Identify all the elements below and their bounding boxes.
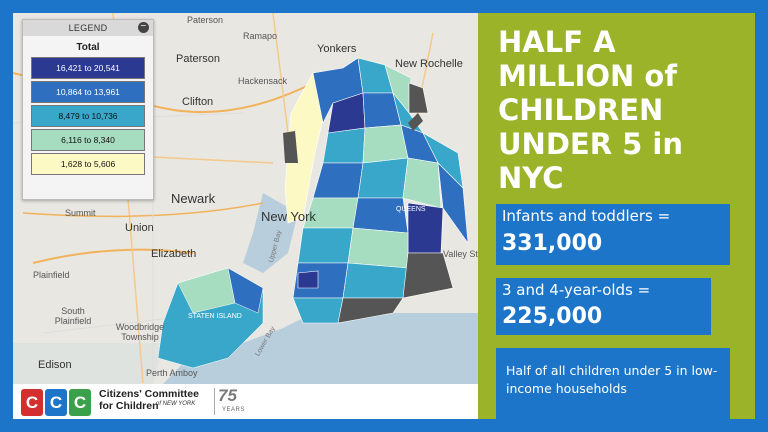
map-label-new-rochelle: New Rochelle [395,58,463,70]
map-legend: LEGEND − Total 16,421 to 20,541 10,864 to… [22,19,154,200]
infants-stat-box: Infants and toddlers = 331,000 [496,204,730,265]
map-label-queens: QUEENS [396,206,426,213]
legend-item: 8,479 to 10,736 [31,105,145,127]
map-label-elizabeth: Elizabeth [151,248,197,260]
map-label-woodbridge: Woodbridge Township [115,322,165,342]
anniversary-label: YEARS [222,407,245,413]
map-label-clifton: Clifton [182,96,214,108]
map-label-valley-stream: Valley Stre [443,249,478,259]
map-label-hackensack: Hackensack [238,76,288,86]
map-label-perth-amboy: Perth Amboy [146,368,198,378]
preschool-stat-box: 3 and 4-year-olds = 225,000 [496,278,711,335]
legend-collapse-icon[interactable]: − [138,22,149,33]
ccc-logo-letter: C [45,389,67,416]
headline: HALF A MILLION of CHILDREN UNDER 5 in NY… [498,25,683,195]
ccc-logo-letter: C [21,389,43,416]
map-label-ramapo: Ramapo [243,31,278,41]
map-label-south-plainfield: South Plainfield [54,306,92,326]
legend-item: 6,116 to 8,340 [31,129,145,151]
legend-item: 16,421 to 20,541 [31,57,145,79]
org-name-line1: Citizens' Committee [99,388,199,400]
map-label-union: Union [125,222,154,234]
map-label-staten-island: STATEN ISLAND [188,313,242,320]
anniversary-number: 75 [218,386,237,405]
org-name: Citizens' Committee for Children [99,388,199,412]
preschool-label: 3 and 4-year-olds = [502,281,651,299]
infants-label: Infants and toddlers = [502,207,671,225]
legend-items: 16,421 to 20,541 10,864 to 13,961 8,479 to… [23,57,153,175]
map-label-paterson-top: Paterson [187,15,224,25]
org-name-line2: for Children [99,400,159,412]
org-subtitle: of NEW YORK [156,401,196,407]
map-label-yonkers: Yonkers [317,43,357,55]
infants-value: 331,000 [502,231,603,256]
legend-item: 1,628 to 5,606 [31,153,145,175]
map-label-paterson: Paterson [176,53,221,65]
map-label-summit: Summit [65,208,96,218]
footer-divider [214,388,215,415]
ccc-logo-letter: C [69,389,91,416]
map-label-newark: Newark [171,191,216,206]
low-income-box: Half of all children under 5 in low-inco… [496,348,730,419]
map-label-plainfield: Plainfield [33,270,70,280]
legend-title: Total [76,42,100,53]
map-label-new-york: New York [261,209,316,224]
low-income-note: Half of all children under 5 in low-inco… [506,363,718,396]
legend-header: LEGEND − [23,20,153,36]
map-label-edison: Edison [38,359,72,371]
preschool-value: 225,000 [502,304,603,329]
stats-panel: HALF A MILLION of CHILDREN UNDER 5 in NY… [478,13,755,419]
footer: C C C Citizens' Committee for Children o… [13,384,478,419]
legend-header-label: LEGEND [68,23,108,33]
legend-item: 10,864 to 13,961 [31,81,145,103]
